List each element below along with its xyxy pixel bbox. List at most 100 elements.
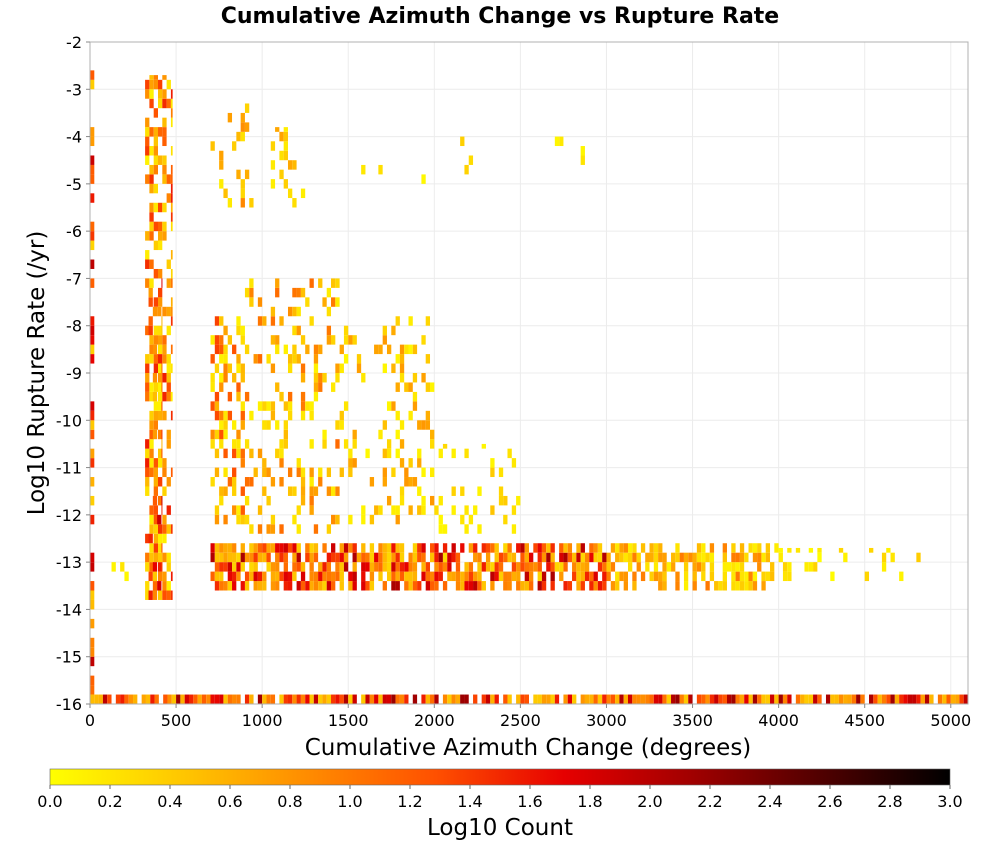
heatmap-cell [152,590,158,600]
heatmap-cell [563,543,568,553]
heatmap-cell [417,552,422,563]
heatmap-cell [404,571,409,582]
heatmap-cell [120,562,125,572]
heatmap-cell [550,543,555,553]
heatmap-cell [162,552,167,563]
heatmap-cell [300,335,306,345]
heatmap-cell [399,458,405,468]
heatmap-cell [279,458,284,468]
heatmap-cell [658,571,663,582]
heatmap-cell [692,571,697,582]
heatmap-cell [430,467,435,478]
heatmap-cell [145,117,150,128]
heatmap-cell [262,581,267,591]
heatmap-cell [382,477,387,487]
heatmap-cell [602,571,607,582]
heatmap-cell [266,354,271,364]
heatmap-cell [455,694,461,704]
heatmap-cell [580,694,585,704]
heatmap-cell [386,562,392,572]
heatmap-cell [447,694,452,704]
heatmap-cell [399,363,405,373]
heatmap-cell [318,562,323,572]
heatmap-cell [335,694,340,704]
heatmap-cell [161,448,163,459]
heatmap-cell [572,562,577,572]
heatmap-cell [696,562,702,572]
heatmap-cell [404,382,409,392]
heatmap-cell [929,694,934,704]
heatmap-cell [236,439,241,449]
heatmap-cell [249,448,254,459]
heatmap-cell [485,552,491,563]
heatmap-cell [162,231,167,241]
heatmap-cell [817,547,822,553]
heatmap-cell [283,429,288,440]
heatmap-cell [214,694,220,704]
heatmap-cell [145,694,151,704]
heatmap-cell [223,467,228,478]
heatmap-cell [253,552,258,563]
heatmap-cell [145,259,150,269]
heatmap-cell [162,155,167,165]
heatmap-cell [335,486,340,496]
heatmap-cell [223,325,228,336]
heatmap-cell [257,552,263,563]
colorbar-tick-label: 1.8 [577,792,602,811]
heatmap-cell [464,694,469,704]
heatmap-cell [219,150,224,161]
heatmap-cell [580,155,585,165]
heatmap-cell [149,429,154,440]
heatmap-cell [145,325,150,336]
heatmap-cell [262,458,267,468]
heatmap-cell [843,552,848,563]
heatmap-cell [481,694,486,704]
heatmap-cell [236,391,241,402]
heatmap-cell [430,429,435,440]
heatmap-cell [627,694,633,704]
heatmap-cell [283,131,288,142]
heatmap-cell [584,571,590,582]
heatmap-cell [219,486,224,496]
heatmap-cell [451,543,456,553]
heatmap-cell [270,179,276,189]
heatmap-cell [442,552,448,563]
heatmap-cell [262,467,267,478]
heatmap-cell [223,373,228,383]
y-tick-label: -9 [66,364,82,383]
heatmap-cell [90,164,95,175]
heatmap-cell [365,694,370,704]
heatmap-cell [90,656,95,667]
heatmap-cell [287,188,293,199]
heatmap-cell [632,581,637,591]
heatmap-cell [161,363,163,373]
heatmap-cell [412,694,418,704]
heatmap-cell [153,458,159,468]
heatmap-cell [386,439,392,449]
heatmap-cell [270,363,276,373]
heatmap-cell [236,131,241,142]
heatmap-cell [374,562,379,572]
heatmap-cell [197,694,202,704]
heatmap-cell [244,122,250,132]
heatmap-cell [90,401,95,411]
heatmap-cell [128,694,134,704]
heatmap-cell [257,694,263,704]
heatmap-cell [705,552,710,563]
heatmap-cell [658,581,663,591]
heatmap-cell [249,477,254,487]
heatmap-cell [335,278,340,288]
heatmap-cell [386,448,392,459]
heatmap-cell [244,477,250,487]
heatmap-cell [166,98,171,109]
heatmap-cell [649,694,654,704]
heatmap-cell [90,552,95,563]
heatmap-cell [309,543,314,553]
heatmap-cell [503,571,508,582]
heatmap-cell [348,448,353,459]
heatmap-cell [619,694,624,704]
heatmap-cell [232,439,237,449]
heatmap-cell [166,79,171,90]
heatmap-cell [787,571,792,582]
heatmap-cell [593,694,598,704]
